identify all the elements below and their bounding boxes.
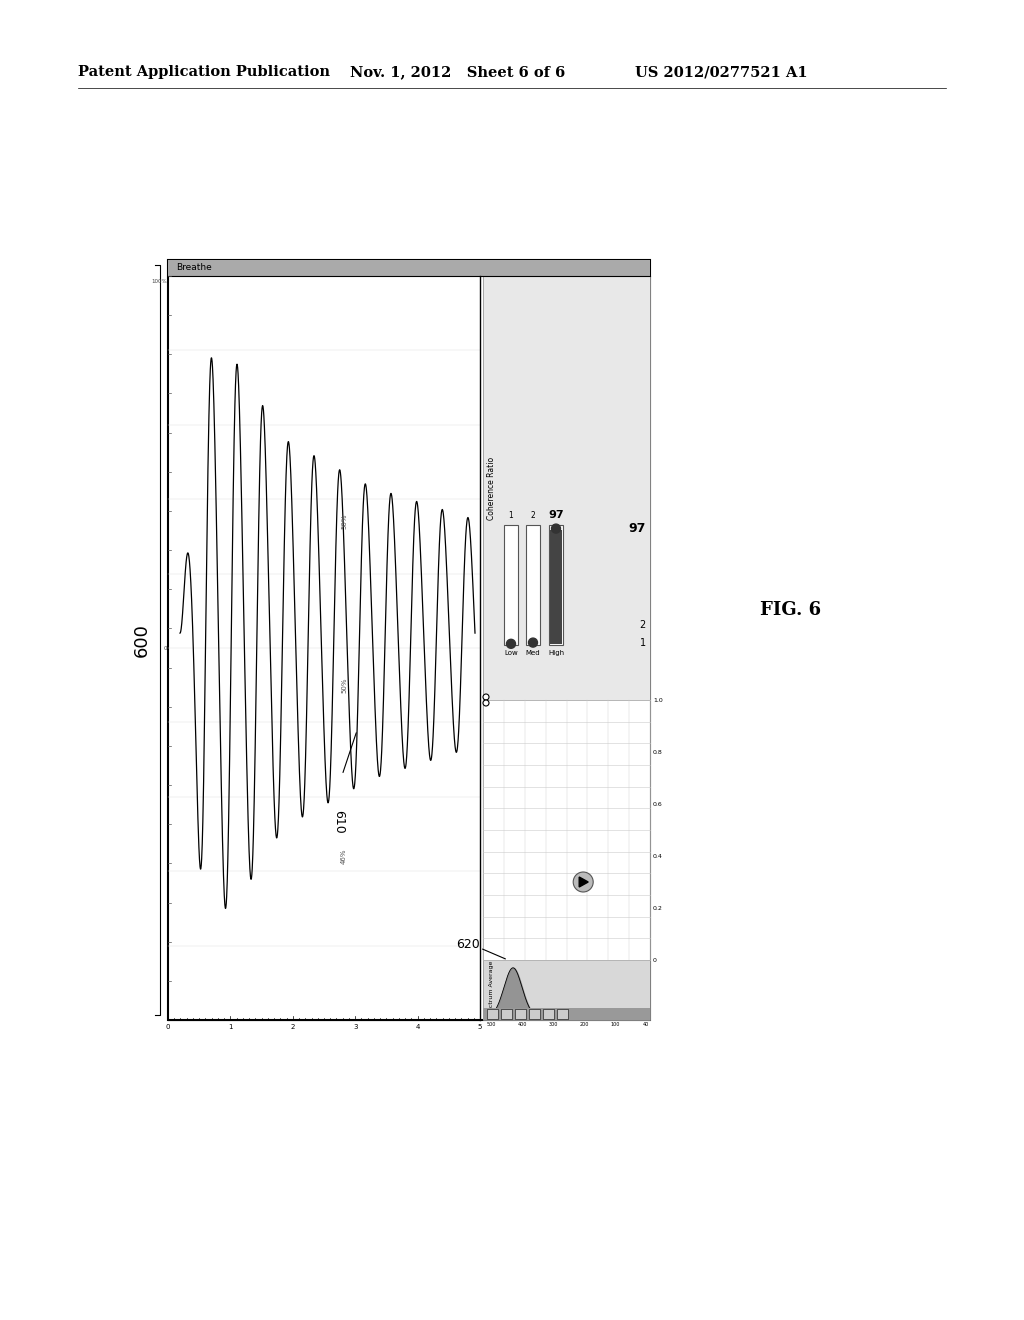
Text: 500: 500 <box>486 1022 496 1027</box>
Bar <box>483 276 650 700</box>
Bar <box>526 525 540 645</box>
Bar <box>501 1008 512 1019</box>
Text: 400: 400 <box>517 1022 526 1027</box>
Text: 0.4: 0.4 <box>653 854 663 858</box>
Text: FIG. 6: FIG. 6 <box>760 601 821 619</box>
Text: Coherence Ratio: Coherence Ratio <box>487 457 496 520</box>
Text: Low: Low <box>504 649 518 656</box>
Text: High: High <box>548 649 564 656</box>
Text: 100%: 100% <box>152 279 167 284</box>
Text: 0.8: 0.8 <box>653 750 663 755</box>
Text: 610: 610 <box>333 810 346 834</box>
Text: 1: 1 <box>228 1024 232 1030</box>
Text: 2: 2 <box>640 619 646 630</box>
Bar <box>483 1008 650 1020</box>
Bar <box>504 525 518 645</box>
Text: 620: 620 <box>457 939 480 952</box>
Text: 97: 97 <box>548 510 564 520</box>
Text: 0: 0 <box>166 1024 170 1030</box>
Circle shape <box>483 694 489 700</box>
Text: 0: 0 <box>653 957 656 962</box>
Text: 5: 5 <box>478 1024 482 1030</box>
Text: 1.0: 1.0 <box>653 697 663 702</box>
Bar <box>515 1008 526 1019</box>
Text: Nov. 1, 2012   Sheet 6 of 6: Nov. 1, 2012 Sheet 6 of 6 <box>350 65 565 79</box>
Circle shape <box>552 524 560 533</box>
Bar <box>550 529 562 644</box>
Text: 100: 100 <box>610 1022 620 1027</box>
Polygon shape <box>580 876 588 887</box>
Text: Med: Med <box>525 649 541 656</box>
Text: 3: 3 <box>353 1024 357 1030</box>
Text: 2: 2 <box>530 511 536 520</box>
Text: 50%: 50% <box>341 513 347 529</box>
Text: Breathe: Breathe <box>176 264 212 272</box>
Text: 600: 600 <box>133 623 151 657</box>
Text: 46%: 46% <box>341 849 347 865</box>
Text: 50%: 50% <box>341 677 347 693</box>
Circle shape <box>573 873 593 892</box>
Bar <box>557 1008 568 1019</box>
Bar <box>483 700 650 960</box>
Text: 200: 200 <box>580 1022 589 1027</box>
Bar <box>549 525 563 645</box>
Bar <box>168 260 650 276</box>
Text: 40: 40 <box>643 1022 649 1027</box>
Text: 2: 2 <box>291 1024 295 1030</box>
Text: Spectrum Average: Spectrum Average <box>489 961 494 1019</box>
Bar <box>168 260 650 1020</box>
Text: 0.6: 0.6 <box>653 801 663 807</box>
Circle shape <box>483 700 489 706</box>
Bar <box>543 1008 554 1019</box>
Text: 0: 0 <box>164 645 167 651</box>
Bar <box>487 1008 498 1019</box>
Text: 1: 1 <box>640 638 646 648</box>
Text: 97: 97 <box>629 523 646 535</box>
Text: 0.2: 0.2 <box>653 906 663 911</box>
Bar <box>529 1008 540 1019</box>
Circle shape <box>528 638 538 647</box>
Circle shape <box>507 639 515 648</box>
Text: 4: 4 <box>416 1024 420 1030</box>
Text: Patent Application Publication: Patent Application Publication <box>78 65 330 79</box>
Text: US 2012/0277521 A1: US 2012/0277521 A1 <box>635 65 808 79</box>
Text: 300: 300 <box>548 1022 558 1027</box>
Bar <box>483 960 650 1020</box>
Text: 1: 1 <box>509 511 513 520</box>
